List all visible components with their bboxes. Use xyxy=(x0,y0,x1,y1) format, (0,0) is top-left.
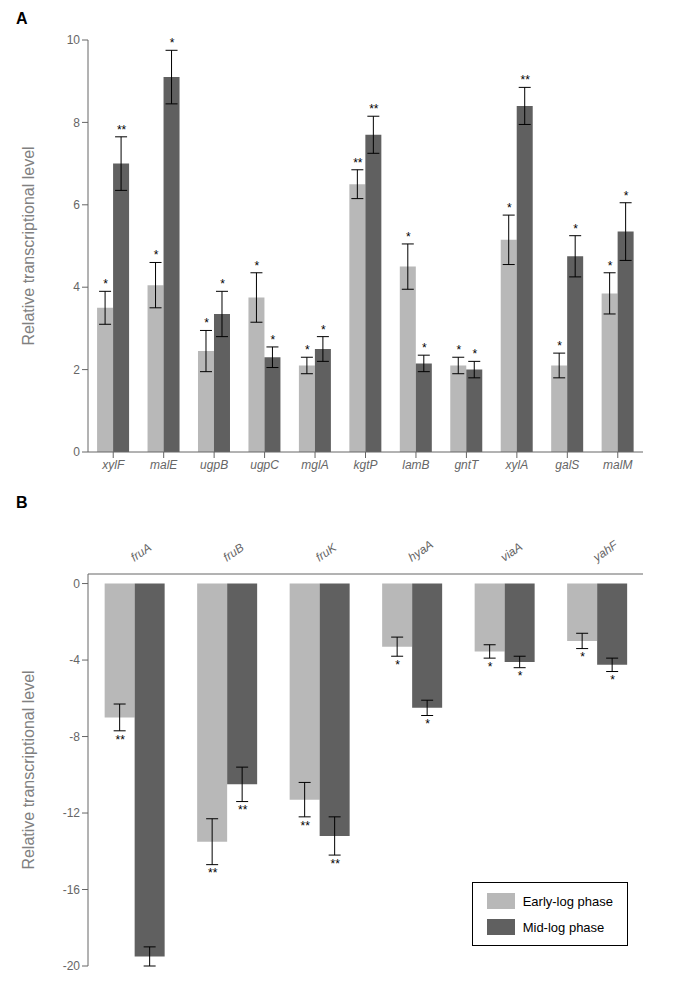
svg-text:*: * xyxy=(103,277,108,291)
svg-text:malM: malM xyxy=(603,458,632,472)
svg-text:ugpB: ugpB xyxy=(200,458,228,472)
svg-text:*: * xyxy=(395,658,400,672)
svg-text:galS: galS xyxy=(555,458,579,472)
svg-text:4: 4 xyxy=(73,280,80,294)
svg-text:**: ** xyxy=(207,866,217,880)
svg-text:*: * xyxy=(254,259,259,273)
svg-text:**: ** xyxy=(520,73,530,87)
svg-text:*: * xyxy=(623,189,628,203)
svg-text:*: * xyxy=(305,343,310,357)
svg-text:fruB: fruB xyxy=(220,540,246,564)
svg-text:*: * xyxy=(517,669,522,683)
html-text:A: A xyxy=(16,10,28,27)
svg-text:**: ** xyxy=(330,857,340,871)
svg-text:-4: -4 xyxy=(69,653,80,667)
svg-text:*: * xyxy=(321,323,326,337)
svg-text:mglA: mglA xyxy=(301,458,328,472)
svg-text:0: 0 xyxy=(73,577,80,591)
svg-text:*: * xyxy=(580,650,585,664)
svg-text:*: * xyxy=(472,347,477,361)
svg-text:6: 6 xyxy=(73,198,80,212)
svg-text:-16: -16 xyxy=(63,883,81,897)
svg-text:*: * xyxy=(456,343,461,357)
svg-text:kgtP: kgtP xyxy=(353,458,377,472)
svg-text:lamB: lamB xyxy=(402,458,429,472)
svg-text:8: 8 xyxy=(73,116,80,130)
svg-text:viaA: viaA xyxy=(498,540,525,565)
svg-text:*: * xyxy=(169,36,174,50)
html-text:Early-log phase: Early-log phase xyxy=(522,893,613,909)
svg-text:2: 2 xyxy=(73,363,80,377)
svg-text:-8: -8 xyxy=(69,730,80,744)
svg-text:**: ** xyxy=(237,803,247,817)
html-text:B: B xyxy=(16,494,28,511)
svg-text:*: * xyxy=(506,201,511,215)
svg-text:**: ** xyxy=(116,123,126,137)
svg-text:Relative transcriptional level: Relative transcriptional level xyxy=(20,670,37,869)
svg-text:**: ** xyxy=(369,102,379,116)
svg-text:hyaA: hyaA xyxy=(405,537,435,564)
svg-text:ugpC: ugpC xyxy=(250,458,279,472)
svg-text:-20: -20 xyxy=(63,959,81,973)
svg-text:*: * xyxy=(220,277,225,291)
svg-text:fruK: fruK xyxy=(313,540,340,565)
svg-text:*: * xyxy=(557,339,562,353)
svg-text:*: * xyxy=(421,341,426,355)
svg-text:*: * xyxy=(607,259,612,273)
svg-text:*: * xyxy=(405,230,410,244)
html-text:Mid-log phase: Mid-log phase xyxy=(522,919,605,935)
svg-text:-12: -12 xyxy=(63,806,81,820)
svg-text:10: 10 xyxy=(67,33,81,47)
svg-text:yahF: yahF xyxy=(590,537,621,565)
svg-text:*: * xyxy=(425,717,430,731)
svg-text:malE: malE xyxy=(150,458,178,472)
svg-text:*: * xyxy=(153,248,158,262)
svg-text:*: * xyxy=(610,673,615,687)
svg-text:**: ** xyxy=(353,156,363,170)
svg-text:**: ** xyxy=(115,733,125,747)
svg-text:fruA: fruA xyxy=(128,540,154,564)
svg-text:xylA: xylA xyxy=(505,458,529,472)
svg-text:*: * xyxy=(573,222,578,236)
svg-text:xylF: xylF xyxy=(101,458,125,472)
svg-text:gntT: gntT xyxy=(454,458,480,472)
svg-text:*: * xyxy=(204,316,209,330)
svg-text:**: ** xyxy=(300,819,310,833)
svg-text:*: * xyxy=(270,333,275,347)
svg-text:0: 0 xyxy=(73,445,80,459)
svg-text:*: * xyxy=(487,660,492,674)
svg-text:Relative transcriptional level: Relative transcriptional level xyxy=(20,146,37,345)
